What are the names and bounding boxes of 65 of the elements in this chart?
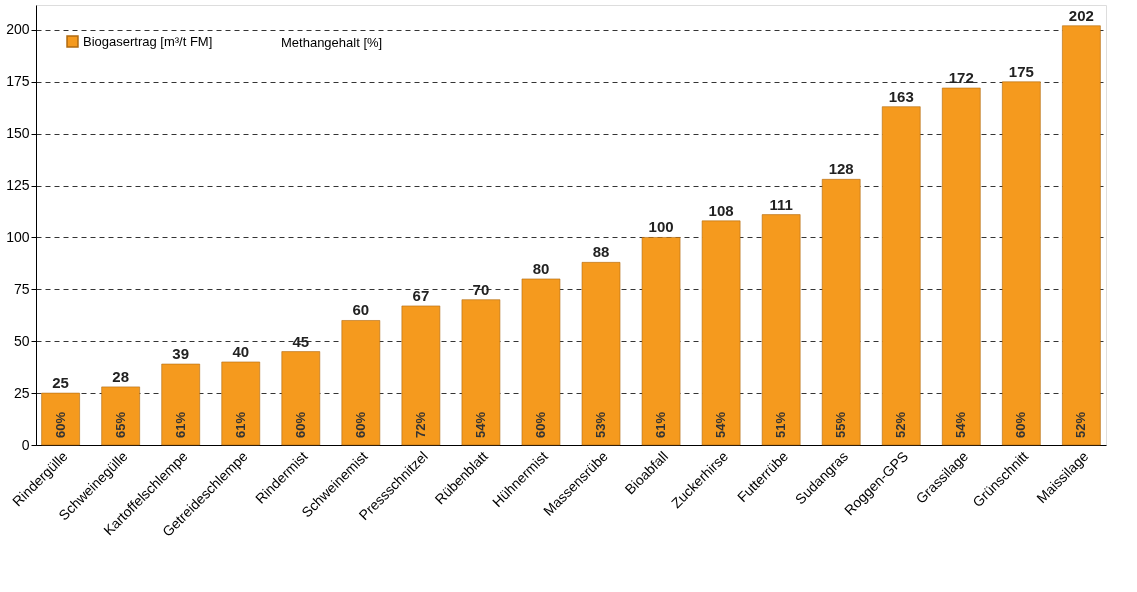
bar [401,305,441,446]
bar [221,361,261,446]
data-label: 100 [648,218,674,236]
annotation: 54% [953,411,969,439]
y-tick-label: 150 [6,125,30,142]
bar [161,363,201,446]
bar [521,278,561,446]
annotation: 60% [292,411,308,439]
y-tick-label: 175 [6,73,30,90]
bar [641,237,681,446]
bar [1002,81,1041,446]
data-label: 39 [172,345,190,363]
annotation: 72% [412,411,428,439]
bar [461,299,501,446]
legend-label: Biogasertrag [m³/t FM] [83,33,213,49]
bar [281,351,321,446]
y-tick-label: 125 [6,177,30,194]
bar [701,220,741,446]
data-label: 28 [112,367,130,385]
bar [341,320,381,446]
data-label: 67 [412,286,430,304]
data-label: 111 [769,195,793,213]
bar [581,262,621,446]
annotation: 54% [472,411,488,439]
annotation: 61% [653,411,669,439]
data-label: 60 [352,301,370,319]
y-tick-label: 50 [13,332,30,349]
bar [41,392,80,446]
bar [761,214,801,446]
y-tick-label: 200 [6,21,30,38]
data-label: 45 [292,332,310,350]
data-label: 40 [232,342,250,360]
annotation: 65% [112,411,128,439]
y-tick-label: 0 [21,436,30,453]
y-tick-label: 25 [13,384,30,401]
data-label: 128 [828,160,854,178]
data-label: 108 [708,201,734,219]
data-label: 70 [472,280,490,298]
annotation: 60% [352,411,368,439]
bar [941,87,981,446]
bar [1062,25,1101,446]
y-tick-label: 100 [6,228,30,245]
annotation: 61% [232,411,248,439]
annotation: 52% [893,411,909,439]
bar [821,179,861,446]
annotation: 52% [1073,411,1089,439]
data-label: 163 [888,87,914,105]
annotation: Methangehalt [%] [281,35,383,50]
data-label: 25 [52,374,69,392]
data-label: 80 [532,259,550,277]
annotation: 54% [713,411,729,439]
annotation: 61% [172,411,188,439]
annotation: 51% [773,411,789,439]
annotation: 60% [532,411,548,439]
annotation: 53% [593,411,609,439]
data-label: 88 [592,243,610,261]
annotation: 55% [833,411,849,439]
bar [881,106,921,446]
data-label: 175 [1008,62,1034,80]
data-label: 172 [948,69,974,87]
annotation: 60% [1013,411,1029,439]
data-label: 202 [1068,6,1094,24]
bar [101,386,140,446]
y-tick-label: 75 [13,280,30,297]
annotation: 60% [52,411,68,439]
